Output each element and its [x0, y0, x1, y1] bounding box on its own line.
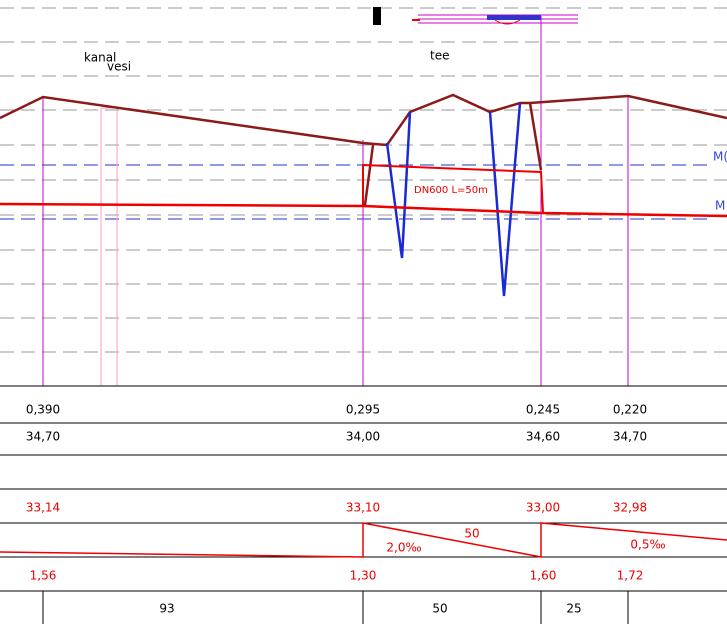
top-symbols [373, 7, 578, 25]
ditches [385, 102, 522, 297]
slope-marks [0, 522, 727, 558]
cell: 33,10 [346, 501, 380, 515]
cell: 50 [464, 527, 479, 541]
cell: 0,245 [526, 403, 560, 417]
label: vesi [107, 60, 131, 74]
water-levels [0, 164, 710, 220]
cell: 34,70 [613, 430, 647, 444]
level-label: M( [713, 150, 727, 164]
cell: 0,295 [346, 403, 380, 417]
terrain [0, 93, 727, 206]
cell: 1,30 [350, 569, 377, 583]
table: 0,390 0,295 0,245 0,220 34,70 34,00 34,60 34,70… [26, 403, 666, 616]
cell: 2,0‰ [386, 541, 421, 555]
cell: 0,5‰ [630, 538, 665, 552]
cell: 1,72 [617, 569, 644, 583]
cell: 34,00 [346, 430, 380, 444]
cell: 93 [159, 602, 174, 616]
cell: 33,14 [26, 501, 60, 515]
cell: 0,220 [613, 403, 647, 417]
cell: 1,56 [30, 569, 57, 583]
pipe-label: DN600 L=50m [414, 185, 488, 196]
cell: 34,70 [26, 430, 60, 444]
cell: 1,60 [530, 569, 557, 583]
cell: 25 [566, 602, 581, 616]
cell: 33,00 [526, 501, 560, 515]
cell: 34,60 [526, 430, 560, 444]
channel [100, 107, 118, 386]
cell: 0,390 [26, 403, 60, 417]
label: tee [430, 49, 449, 63]
pipe [0, 163, 727, 218]
label: kanal [84, 51, 116, 65]
cell: 50 [432, 602, 447, 616]
cell: 32,98 [613, 501, 647, 515]
level-label: M [715, 199, 725, 213]
